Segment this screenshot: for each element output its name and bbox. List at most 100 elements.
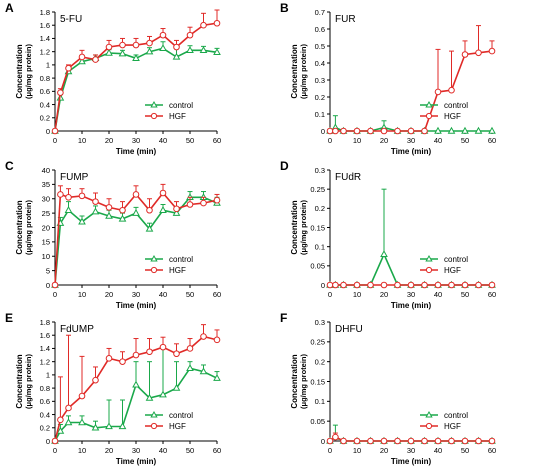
data-point	[353, 281, 361, 289]
x-axis-label: Time (min)	[391, 147, 432, 156]
legend-marker	[150, 112, 158, 120]
y-tick-label: 0.4	[40, 410, 50, 419]
data-point	[159, 189, 167, 197]
data-point	[132, 208, 140, 216]
x-tick-label: 20	[105, 446, 113, 455]
data-point	[353, 437, 361, 445]
data-point	[105, 204, 113, 211]
legend-label: HGF	[169, 266, 186, 275]
x-tick-label: 10	[353, 136, 361, 145]
data-point	[186, 345, 194, 352]
data-point	[200, 199, 207, 207]
data-point	[64, 418, 73, 426]
legend: control HGF	[145, 410, 193, 431]
data-point	[105, 355, 113, 362]
data-point	[65, 64, 72, 72]
data-point	[92, 198, 99, 205]
legend-marker	[150, 422, 158, 430]
y-tick-label: 0.3	[315, 318, 325, 327]
legend-marker	[425, 254, 433, 262]
data-point	[332, 433, 339, 441]
data-point	[159, 390, 167, 398]
x-tick-label: 50	[186, 136, 194, 145]
data-point	[213, 196, 221, 204]
legend-marker	[425, 100, 433, 108]
y-tick-label: 0.5	[315, 42, 325, 51]
x-tick-label: 20	[380, 290, 388, 299]
y-tick-label: 0.8	[40, 384, 50, 393]
legend: control HGF	[420, 100, 468, 121]
data-point	[146, 348, 153, 356]
x-tick-label: 0	[328, 136, 332, 145]
x-tick-label: 20	[380, 136, 388, 145]
data-point	[488, 437, 496, 445]
legend-marker	[150, 410, 158, 418]
data-point	[172, 383, 181, 391]
data-point	[448, 281, 455, 289]
legend-marker	[150, 254, 158, 262]
series-hgf	[51, 324, 221, 445]
data-point	[105, 48, 113, 56]
y-tick-label: 30	[42, 195, 50, 204]
x-tick-label: 30	[132, 446, 140, 455]
x-tick-label: 20	[105, 136, 113, 145]
legend: control HGF	[420, 410, 468, 431]
data-point	[434, 88, 442, 96]
legend-marker	[425, 112, 433, 120]
data-point	[434, 281, 442, 289]
y-axis-label: Concentration	[290, 200, 299, 254]
y-tick-label: 5	[46, 266, 50, 275]
y-tick-label: 0.6	[40, 87, 50, 96]
data-point	[118, 214, 127, 222]
data-point	[380, 250, 388, 258]
x-tick-label: 10	[353, 290, 361, 299]
y-tick-label: 0.1	[315, 397, 325, 406]
data-point	[51, 127, 59, 135]
data-point	[78, 53, 86, 61]
data-point	[186, 31, 194, 39]
y-tick-label: 0.15	[310, 377, 325, 386]
data-point	[213, 48, 221, 56]
data-point	[159, 31, 167, 39]
data-point	[461, 126, 469, 134]
y-axis-label: Concentration	[290, 354, 299, 408]
data-point	[132, 54, 140, 61]
data-point	[199, 46, 208, 54]
y-tick-label: 0.7	[315, 8, 325, 17]
data-point	[51, 281, 59, 289]
x-tick-label: 50	[186, 446, 194, 455]
panel-e: E FdUMP 0 0.2 0.4 0.6 0.8 1 1.2 1.4 1.6 1.8 0 10 20 30 4…	[5, 311, 221, 466]
data-point	[56, 426, 65, 434]
data-point	[159, 343, 167, 351]
y-tick-label: 40	[42, 166, 50, 175]
y-tick-label: 0.1	[315, 110, 325, 119]
data-point	[57, 191, 64, 198]
data-point	[186, 364, 194, 371]
y-tick-label: 15	[42, 238, 50, 247]
data-point	[407, 127, 415, 135]
data-point	[332, 127, 339, 135]
panel-d: D FUdR 0 0.05 0.1 0.15 0.2 0.25 0.3 0 10 20 30 40 50 60…	[280, 159, 496, 310]
x-tick-label: 30	[132, 290, 140, 299]
y-tick-label: 0	[46, 127, 50, 136]
y-tick-label: 0.05	[310, 262, 325, 271]
y-tick-label: 1.2	[40, 357, 50, 366]
x-axis-label: Time (min)	[116, 301, 157, 310]
data-point	[488, 281, 496, 289]
y-tick-label: 1.4	[40, 34, 50, 43]
data-point	[200, 21, 207, 29]
legend: control HGF	[145, 254, 193, 275]
data-point	[461, 51, 469, 58]
y-tick-label: 0.4	[315, 59, 325, 68]
data-point	[475, 437, 482, 445]
data-point	[394, 437, 401, 445]
data-point	[367, 437, 374, 445]
data-point	[173, 205, 180, 213]
data-point	[353, 127, 361, 135]
legend-label: HGF	[169, 422, 186, 431]
y-axis-unit: (μg/mg protein)	[299, 44, 308, 100]
panel-a: A 5-FU 0 0.2 0.4 0.6 0.8 1 1.2 1.4 1.6 1.8 0 10 20 30 40…	[5, 1, 221, 156]
legend-label: HGF	[169, 112, 186, 121]
y-tick-label: 1	[46, 371, 50, 380]
panel-b: B FUR 0 0.1 0.2 0.3 0.4 0.5 0.6 0.7 0 10 20 30 40 50 60 T…	[280, 1, 496, 156]
